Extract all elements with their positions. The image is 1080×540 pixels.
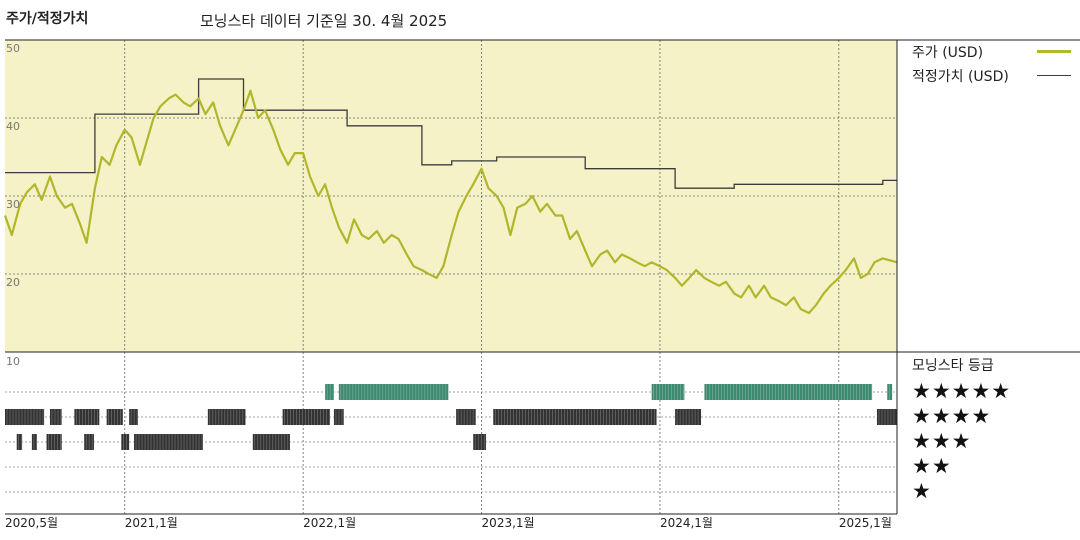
five-stars: ★★★★★ xyxy=(912,379,1012,403)
rating-axis-max-label: 10 xyxy=(6,355,20,368)
rating-bar-3-star xyxy=(121,434,130,450)
rating-bar-5-star xyxy=(704,384,873,400)
rating-bar-5-star xyxy=(338,384,449,400)
rating-bar-4-star xyxy=(129,409,138,425)
price-line xyxy=(3,89,898,315)
x-tick-label: 2021,1월 xyxy=(124,516,178,530)
fair-value-line xyxy=(5,78,897,189)
rating-bar-3-star xyxy=(473,434,486,450)
rating-bar-3-star xyxy=(252,434,290,450)
chart-subtitle: 모닝스타 데이터 기준일 30. 4월 2025 xyxy=(200,12,448,30)
legend-fair-swatch xyxy=(1037,75,1071,76)
rating-bar-5-star xyxy=(325,384,334,400)
y-tick-label: 20 xyxy=(6,276,20,289)
one-star: ★ xyxy=(912,479,932,503)
three-stars: ★★★ xyxy=(912,429,972,453)
two-stars: ★★ xyxy=(912,454,952,478)
rating-bar-4-star xyxy=(876,409,897,425)
rating-bar-5-star xyxy=(651,384,685,400)
rating-title: 모닝스타 등급 xyxy=(912,358,994,374)
rating-bar-4-star xyxy=(74,409,100,425)
x-tick-label: 2022,1월 xyxy=(303,516,357,530)
x-tick-label: 2023,1월 xyxy=(481,516,535,530)
rating-bar-4-star xyxy=(106,409,123,425)
legend-price-label: 주가 (USD) xyxy=(912,45,984,61)
rating-bar-4-star xyxy=(675,409,702,425)
y-tick-label: 40 xyxy=(6,120,20,133)
rating-bar-3-star xyxy=(46,434,62,450)
y-tick-label: 30 xyxy=(6,198,20,211)
four-stars: ★★★★ xyxy=(912,404,992,428)
rating-bar-5-star xyxy=(887,384,893,400)
legend-price-swatch xyxy=(1037,50,1071,53)
x-tick-label: 2025,1월 xyxy=(838,516,892,530)
rating-bar-4-star xyxy=(493,409,657,425)
rating-bar-3-star xyxy=(84,434,94,450)
rating-bar-4-star xyxy=(207,409,246,425)
rating-bar-4-star xyxy=(5,409,45,425)
rating-bar-4-star xyxy=(333,409,344,425)
rating-bar-3-star xyxy=(16,434,23,450)
x-tick-label: 2024,1월 xyxy=(659,516,713,530)
x-tick-label: 2020,5월 xyxy=(5,516,59,530)
rating-bars xyxy=(5,384,898,450)
rating-bar-4-star xyxy=(49,409,62,425)
chart-title: 주가/적정가치 xyxy=(6,11,89,27)
rating-bar-3-star xyxy=(134,434,203,450)
rating-bar-3-star xyxy=(31,434,37,450)
legend-fair-label: 적정가치 (USD) xyxy=(912,69,1009,85)
y-tick-label: 50 xyxy=(6,42,20,55)
rating-bar-4-star xyxy=(456,409,476,425)
frame xyxy=(5,39,1080,515)
rating-bar-4-star xyxy=(282,409,331,425)
